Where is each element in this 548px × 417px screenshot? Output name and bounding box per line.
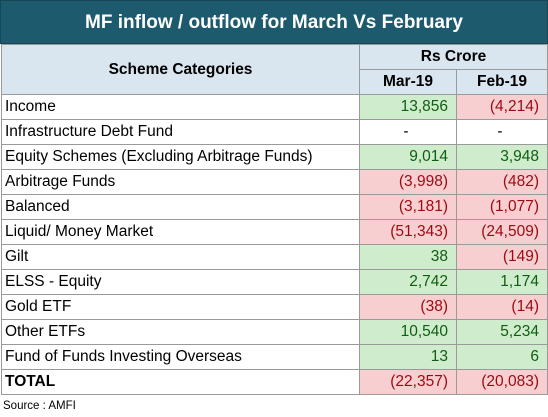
value-feb-19: 5,234: [456, 319, 548, 345]
table-row: Fund of Funds Investing Overseas 13 6: [1, 344, 548, 370]
row-category: Fund of Funds Investing Overseas: [1, 344, 360, 370]
value-mar-19: 10,540: [359, 319, 457, 345]
value-feb-19: 6: [456, 344, 548, 370]
row-category: ELSS - Equity: [1, 269, 360, 295]
table-row: Gilt 38 (149): [1, 244, 548, 270]
table-row: Liquid/ Money Market (51,343) (24,509): [1, 219, 548, 245]
table-body: Income 13,856 (4,214) Infrastructure Debt F…: [1, 94, 548, 395]
value-feb-19: 3,948: [456, 144, 548, 170]
table-title: MF inflow / outflow for March Vs Februar…: [0, 0, 548, 44]
header-scheme-categories: Scheme Categories: [1, 44, 360, 95]
value-feb-19: (1,077): [456, 194, 548, 220]
row-category: Income: [1, 94, 360, 120]
value-mar-19: 9,014: [359, 144, 457, 170]
table-row: Infrastructure Debt Fund - -: [1, 119, 548, 145]
mf-flow-table: Scheme Categories Rs Crore Mar-19 Feb-19…: [1, 44, 548, 395]
table-row: Equity Schemes (Excluding Arbitrage Fund…: [1, 144, 548, 170]
value-mar-19: -: [359, 119, 457, 145]
row-category: Equity Schemes (Excluding Arbitrage Fund…: [1, 144, 360, 170]
value-mar-19: 13,856: [359, 94, 457, 120]
table-row: Gold ETF (38) (14): [1, 294, 548, 320]
source-note: Source : AMFI: [3, 400, 76, 412]
value-mar-19: (51,343): [359, 219, 457, 245]
table-row: ELSS - Equity 2,742 1,174: [1, 269, 548, 295]
value-mar-19: 2,742: [359, 269, 457, 295]
value-mar-19: (3,998): [359, 169, 457, 195]
table-row: Income 13,856 (4,214): [1, 94, 548, 120]
header-feb-19: Feb-19: [456, 69, 548, 95]
value-feb-19: (14): [456, 294, 548, 320]
total-row: TOTAL (22,357) (20,083): [1, 369, 548, 395]
row-category: Infrastructure Debt Fund: [1, 119, 360, 145]
row-category: Liquid/ Money Market: [1, 219, 360, 245]
value-feb-19: (24,509): [456, 219, 548, 245]
row-category: Balanced: [1, 194, 360, 220]
value-feb-19: (4,214): [456, 94, 548, 120]
header-mar-19: Mar-19: [359, 69, 457, 95]
value-feb-19: (20,083): [456, 369, 548, 395]
table-row: Balanced (3,181) (1,077): [1, 194, 548, 220]
value-feb-19: (149): [456, 244, 548, 270]
value-mar-19: 38: [359, 244, 457, 270]
value-feb-19: 1,174: [456, 269, 548, 295]
value-mar-19: (3,181): [359, 194, 457, 220]
row-category: Gold ETF: [1, 294, 360, 320]
row-category: Gilt: [1, 244, 360, 270]
value-feb-19: (482): [456, 169, 548, 195]
table-row: Arbitrage Funds (3,998) (482): [1, 169, 548, 195]
header-unit: Rs Crore: [359, 44, 548, 70]
value-feb-19: -: [456, 119, 548, 145]
value-mar-19: (38): [359, 294, 457, 320]
value-mar-19: 13: [359, 344, 457, 370]
value-mar-19: (22,357): [359, 369, 457, 395]
table-row: Other ETFs 10,540 5,234: [1, 319, 548, 345]
row-category: Arbitrage Funds: [1, 169, 360, 195]
row-category: TOTAL: [1, 369, 360, 395]
row-category: Other ETFs: [1, 319, 360, 345]
